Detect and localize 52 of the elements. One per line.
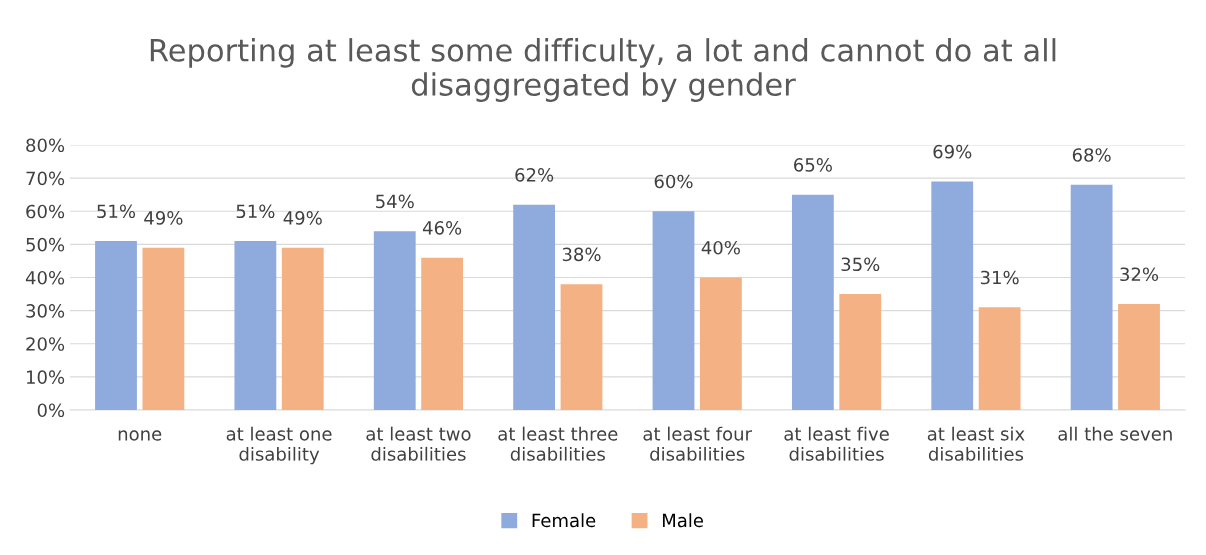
data-label: 31% bbox=[980, 270, 1019, 285]
y-tick-label: 50% bbox=[26, 237, 65, 252]
bar bbox=[281, 247, 324, 410]
bar bbox=[513, 204, 556, 410]
data-label: 35% bbox=[841, 257, 880, 272]
bar bbox=[1070, 184, 1113, 410]
data-label: 51% bbox=[236, 204, 275, 219]
bar bbox=[931, 181, 974, 410]
data-label: 65% bbox=[794, 158, 832, 172]
bar bbox=[652, 211, 695, 410]
bar bbox=[791, 194, 834, 410]
bar bbox=[839, 294, 882, 410]
bar bbox=[95, 241, 137, 410]
y-tick-label: 60% bbox=[26, 204, 65, 219]
x-tick-label: at least five disabilities bbox=[784, 426, 889, 461]
data-label: 49% bbox=[283, 211, 322, 225]
data-label: 62% bbox=[515, 168, 554, 182]
y-tick-label: 80% bbox=[26, 138, 65, 153]
data-label: 38% bbox=[562, 247, 601, 262]
bar bbox=[1118, 304, 1160, 410]
y-tick-label: 30% bbox=[26, 304, 65, 318]
y-tick-label: 40% bbox=[25, 270, 65, 285]
data-label: 40% bbox=[701, 240, 740, 255]
legend-label: Female bbox=[532, 513, 596, 528]
data-label: 68% bbox=[1072, 148, 1111, 162]
x-tick-label: at least three disabilities bbox=[498, 426, 618, 461]
chart-title: Reporting at least some difficulty, a lot and cannot do at all disaggregated by gender bbox=[150, 38, 1056, 102]
y-tick-label: 70% bbox=[26, 171, 65, 186]
x-tick-label: at least six disabilities bbox=[927, 426, 1025, 461]
data-label: 69% bbox=[933, 144, 972, 159]
legend-label: Male bbox=[662, 513, 704, 528]
x-tick-label: at least two disabilities bbox=[366, 426, 471, 461]
bar bbox=[421, 257, 464, 410]
x-tick-label: at least one disability bbox=[226, 426, 332, 465]
y-tick-label: 10% bbox=[26, 370, 65, 384]
bar bbox=[978, 307, 1021, 410]
x-tick-label: at least four disabilities bbox=[643, 426, 752, 461]
data-label: 46% bbox=[422, 221, 462, 235]
x-tick-label: all the seven bbox=[1058, 426, 1172, 441]
data-label: 60% bbox=[654, 174, 693, 189]
x-tick-label: none bbox=[118, 430, 162, 441]
y-tick-label: 20% bbox=[26, 337, 65, 351]
data-label: 51% bbox=[97, 204, 136, 219]
bar bbox=[699, 277, 742, 410]
y-tick-label: 0% bbox=[37, 403, 65, 418]
bar bbox=[234, 241, 277, 410]
data-label: 54% bbox=[376, 194, 414, 209]
data-label: 49% bbox=[144, 211, 183, 225]
bar bbox=[142, 247, 185, 410]
bar bbox=[373, 231, 416, 410]
data-label: 32% bbox=[1120, 267, 1159, 282]
bar bbox=[560, 284, 603, 410]
